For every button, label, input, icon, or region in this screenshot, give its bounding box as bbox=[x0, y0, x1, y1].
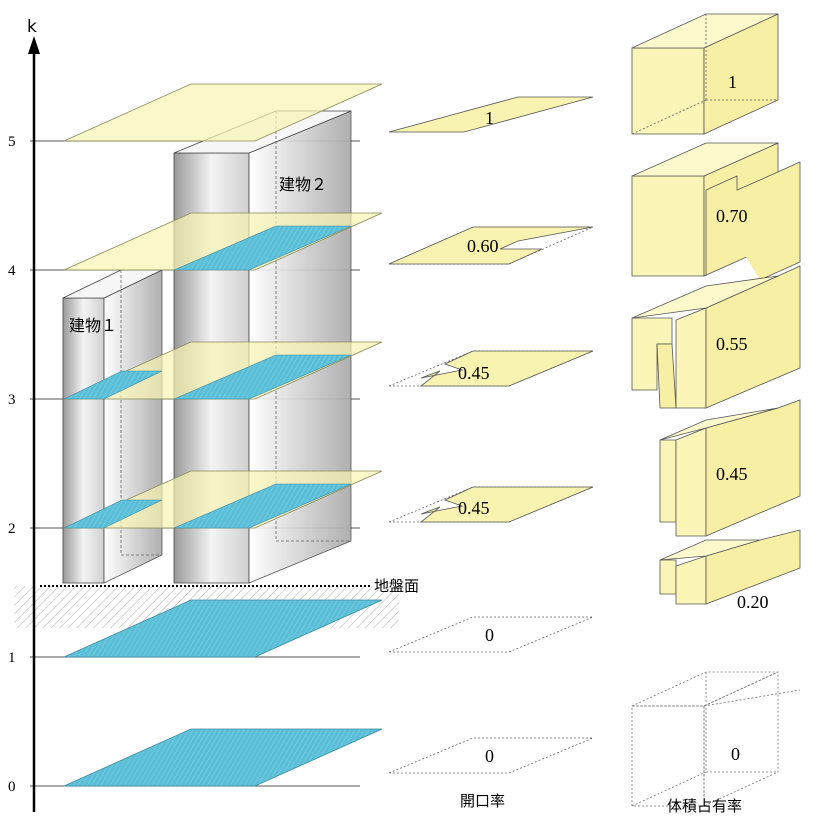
volume-box-k0 bbox=[631, 671, 801, 807]
building-2-label: 建物２ bbox=[279, 175, 327, 194]
opening-tile-k3 bbox=[419, 350, 594, 387]
volume-box-k4 bbox=[631, 142, 801, 281]
opening-value-k3: 0.45 bbox=[458, 363, 490, 383]
volume-value-k4: 0.70 bbox=[716, 206, 748, 226]
water-k3-b1 bbox=[63, 370, 163, 400]
water-k4-b2 bbox=[173, 225, 352, 271]
tick-1: 1 bbox=[8, 650, 16, 666]
level-planes bbox=[63, 83, 383, 529]
ground-label: 地盤面 bbox=[374, 577, 419, 595]
k-axis: k 0 1 2 3 4 5 bbox=[8, 17, 40, 812]
opening-tile-k0 bbox=[388, 737, 594, 774]
volume-box-k3 bbox=[631, 265, 801, 409]
tick-3: 3 bbox=[8, 392, 16, 408]
volume-value-k0: 0 bbox=[731, 744, 740, 764]
tick-2: 2 bbox=[8, 521, 16, 537]
water-plane-k0 bbox=[63, 728, 383, 787]
tick-0: 0 bbox=[8, 779, 16, 795]
water-k2-b1 bbox=[63, 499, 163, 529]
tick-4: 4 bbox=[8, 263, 16, 279]
opening-value-k4: 0.60 bbox=[467, 236, 499, 256]
water-k2-b2 bbox=[173, 483, 352, 529]
water-plane-k1 bbox=[63, 599, 383, 658]
water-k3-b2 bbox=[173, 354, 352, 400]
volume-ratio-caption: 体積占有率 bbox=[667, 797, 742, 815]
tick-5: 5 bbox=[8, 134, 16, 150]
volume-value-k3: 0.55 bbox=[716, 334, 748, 354]
opening-rate-column: 1 0.60 0.45 0.45 0 0 開口率 bbox=[388, 96, 594, 810]
opening-value-k2: 0.45 bbox=[458, 498, 490, 518]
building-1-label: 建物１ bbox=[69, 316, 117, 335]
opening-value-k5: 1 bbox=[485, 108, 494, 128]
volume-ratio-column: 1 0.70 0.55 0.45 bbox=[631, 13, 801, 815]
volume-value-k2: 0.45 bbox=[716, 464, 748, 484]
volume-box-k1 bbox=[659, 529, 801, 605]
opening-value-k1: 0 bbox=[485, 625, 494, 645]
opening-tile-k2 bbox=[419, 486, 594, 523]
axis-label: k bbox=[27, 17, 37, 37]
opening-tile-k5 bbox=[388, 96, 594, 133]
opening-value-k0: 0 bbox=[485, 746, 494, 766]
volume-box-k5 bbox=[631, 13, 779, 135]
opening-tile-k1 bbox=[388, 616, 594, 653]
plane-k5 bbox=[63, 83, 383, 142]
volume-value-k5: 1 bbox=[728, 72, 737, 92]
opening-rate-caption: 開口率 bbox=[460, 792, 505, 810]
opening-tile-k4 bbox=[388, 226, 594, 265]
volume-box-k2 bbox=[659, 399, 801, 537]
volume-value-k1: 0.20 bbox=[737, 592, 769, 612]
